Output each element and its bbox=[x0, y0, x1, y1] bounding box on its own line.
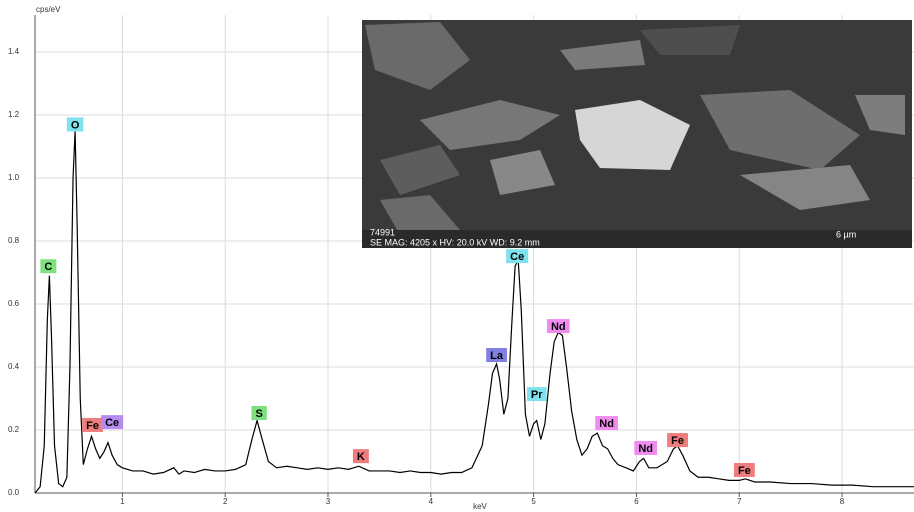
x-tick-label: 5 bbox=[531, 497, 536, 506]
peak-label: Nd bbox=[546, 319, 570, 334]
grain bbox=[855, 95, 905, 135]
y-tick-label: 1.2 bbox=[8, 110, 20, 119]
peak-label-text: La bbox=[490, 350, 504, 362]
peak-label: Nd bbox=[634, 440, 658, 455]
peak-label-text: S bbox=[255, 408, 262, 420]
x-tick-label: 2 bbox=[223, 497, 228, 506]
annotations: C O Fe Ce S K La Ce Pr Nd Nd Nd Fe Fe bbox=[40, 117, 755, 478]
peak-label-text: Ce bbox=[510, 251, 524, 263]
grain bbox=[380, 145, 460, 195]
peak-label: Fe bbox=[667, 433, 688, 448]
y-tick-label: 0.6 bbox=[8, 299, 20, 308]
peak-label-box bbox=[667, 433, 688, 448]
peak-label: Fe bbox=[82, 417, 103, 432]
peak-label-text: Fe bbox=[86, 420, 99, 432]
peak-label-box bbox=[486, 348, 508, 363]
peak-label-box bbox=[251, 405, 267, 420]
peak-label-box bbox=[595, 416, 618, 431]
peak-label-text: Pr bbox=[531, 389, 543, 401]
peak-label-box bbox=[506, 249, 529, 264]
peak-label: Ce bbox=[506, 249, 529, 264]
y-tick-label: 1.4 bbox=[8, 47, 20, 56]
peak-label-text: C bbox=[44, 261, 52, 273]
grain bbox=[420, 100, 560, 150]
peak-label-text: Ce bbox=[105, 417, 119, 429]
peak-label-box bbox=[66, 117, 84, 132]
peak-label-text: Fe bbox=[671, 435, 684, 447]
peak-label-box bbox=[733, 463, 755, 478]
x-tick-label: 7 bbox=[737, 497, 742, 506]
peak-label-box bbox=[352, 449, 369, 464]
peak-label-box bbox=[526, 387, 547, 402]
grain bbox=[560, 40, 645, 70]
y-axis-label: cps/eV bbox=[36, 5, 61, 14]
peak-label: S bbox=[251, 405, 267, 420]
y-tick-label: 0.0 bbox=[8, 488, 20, 497]
grain bbox=[640, 25, 740, 55]
peak-label-box bbox=[546, 319, 570, 334]
peak-label-text: Nd bbox=[638, 443, 653, 455]
spectrum-line bbox=[34, 130, 914, 494]
peak-label-text: Nd bbox=[551, 321, 566, 333]
peak-label: O bbox=[66, 117, 84, 132]
grain bbox=[365, 22, 470, 90]
peak-label: Ce bbox=[101, 415, 124, 430]
x-axis-label: keV bbox=[473, 502, 487, 511]
peak-label-box bbox=[82, 417, 103, 432]
sem-inset: 74991 SE MAG: 4205 x HV: 20.0 kV WD: 9.2… bbox=[362, 20, 912, 248]
inset-scale: 6 µm bbox=[836, 229, 856, 239]
peak-label: K bbox=[352, 449, 369, 464]
x-tick-label: 3 bbox=[326, 497, 331, 506]
grain bbox=[700, 90, 860, 170]
peak-label: Nd bbox=[595, 416, 618, 431]
y-tick-label: 1.0 bbox=[8, 173, 20, 182]
peak-label: Pr bbox=[526, 387, 547, 402]
y-tick-label: 0.8 bbox=[8, 236, 20, 245]
inset-info: SE MAG: 4205 x HV: 20.0 kV WD: 9.2 mm bbox=[370, 237, 540, 247]
grain bbox=[575, 100, 690, 170]
grain bbox=[380, 195, 460, 235]
peak-label: C bbox=[40, 259, 57, 274]
y-tick-label: 0.2 bbox=[8, 425, 20, 434]
x-tick-label: 1 bbox=[120, 497, 125, 506]
x-tick-label: 6 bbox=[634, 497, 639, 506]
peak-label-box bbox=[40, 259, 57, 274]
inset-id: 74991 bbox=[370, 227, 395, 237]
peak-label: La bbox=[486, 348, 508, 363]
peak-label-text: O bbox=[71, 119, 80, 131]
grain bbox=[740, 165, 870, 210]
x-tick-label: 4 bbox=[429, 497, 434, 506]
inset-footer bbox=[362, 230, 912, 248]
peak-label: Fe bbox=[733, 463, 755, 478]
peak-label-text: Fe bbox=[738, 465, 751, 477]
grain bbox=[490, 150, 555, 195]
peak-label-box bbox=[634, 440, 658, 455]
y-tick-label: 0.4 bbox=[8, 362, 20, 371]
peak-label-text: K bbox=[357, 451, 365, 463]
plot bbox=[34, 130, 914, 494]
peak-label-text: Nd bbox=[599, 418, 614, 430]
x-tick-label: 8 bbox=[840, 497, 845, 506]
peak-label-box bbox=[101, 415, 124, 430]
